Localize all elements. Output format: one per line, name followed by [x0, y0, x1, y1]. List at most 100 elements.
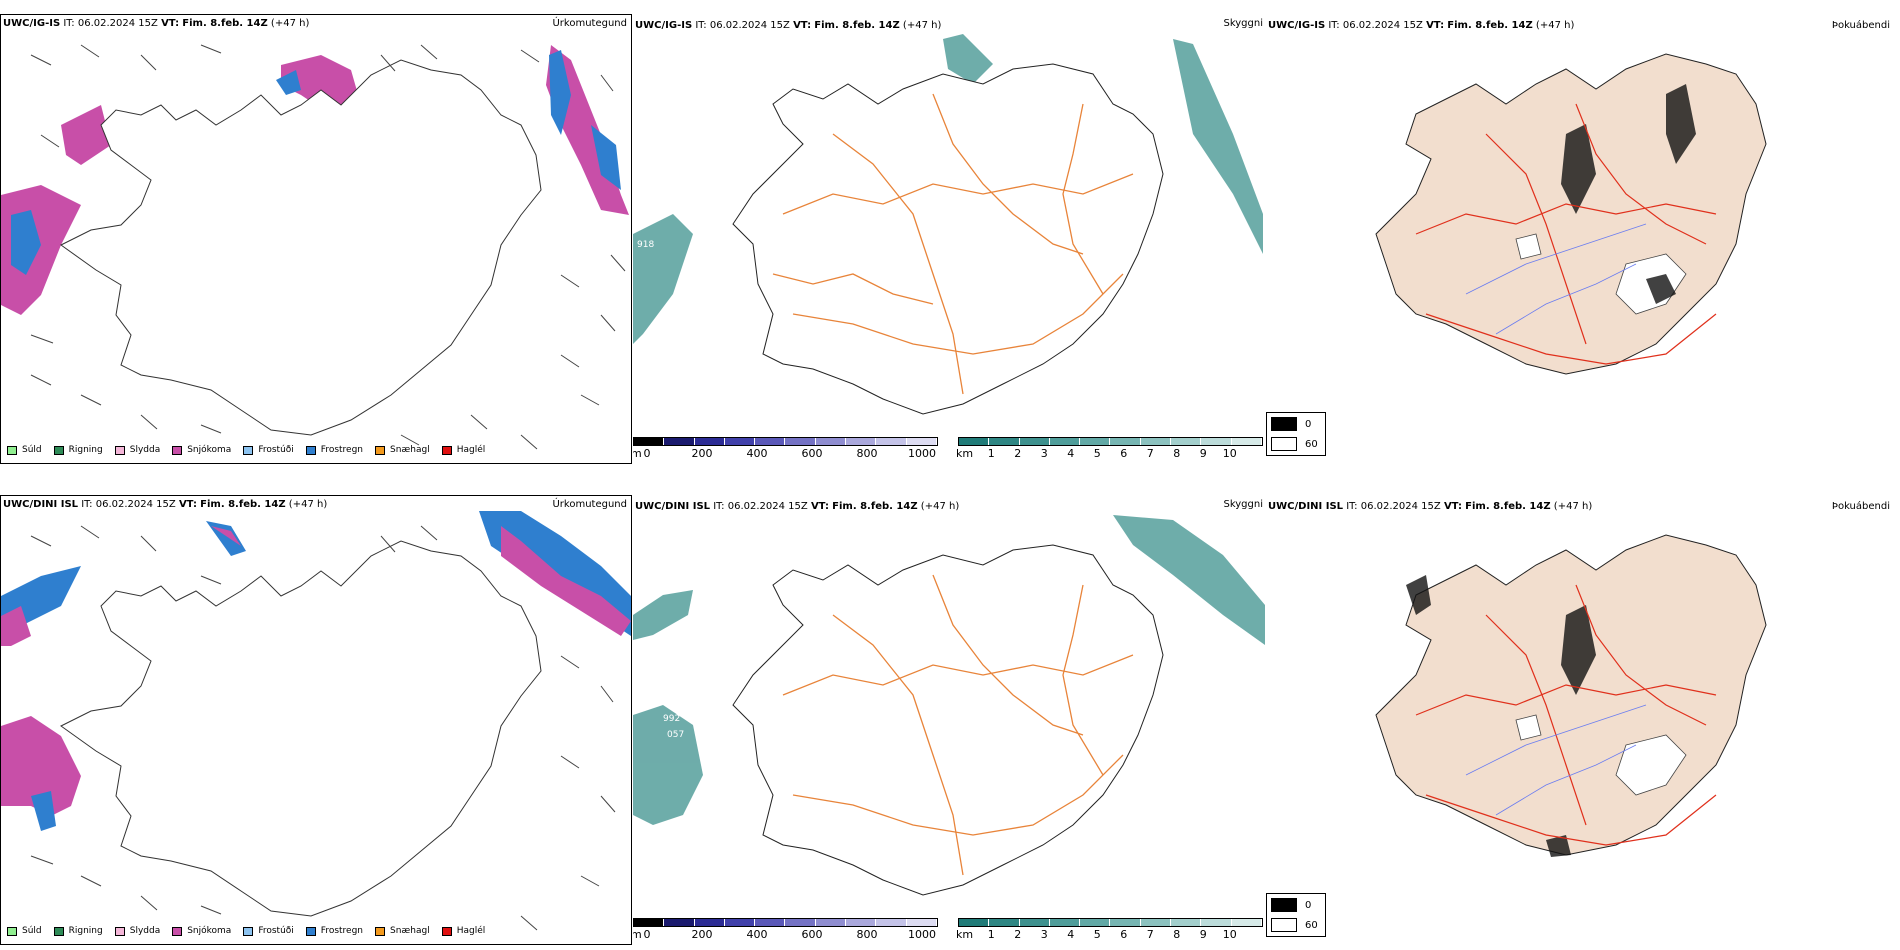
colorbar-tick: 10: [1222, 447, 1237, 460]
it-label: IT:: [1346, 501, 1358, 512]
colorbar-tick: 7: [1146, 928, 1154, 941]
vt-label: VT:: [178, 499, 197, 510]
legend-swatch: [114, 445, 125, 455]
colorbar-tick: 4: [1067, 447, 1075, 460]
it-value: 06.02.2024 15Z: [1342, 20, 1423, 31]
lead-time: (+47 h): [920, 501, 960, 512]
colorbar-tick: 1: [987, 447, 995, 460]
precip-legend-row1: Súld Rigning Slydda Snjókoma Frostúði Frostre…: [7, 445, 497, 455]
colorbar-cell: [755, 919, 786, 926]
vt-value: Fim. 8.feb. 14Z: [814, 20, 900, 31]
legend-swatch: [114, 926, 125, 936]
model-name: UWC/DINI ISL: [1268, 501, 1344, 512]
fog-legend-item: 60: [1271, 437, 1318, 451]
legend-label: Snæhagl: [390, 926, 430, 936]
colorbar-cell: [1201, 438, 1232, 445]
legend-swatch: [441, 445, 452, 455]
colorbar-cells: [958, 918, 1263, 927]
colorbar-tick: 6: [1120, 928, 1128, 941]
precip-map-row1: [1, 44, 629, 450]
legend-swatch: [53, 926, 64, 936]
precip-blobs: [1, 45, 629, 315]
map-label: 918: [637, 240, 654, 250]
colorbar-tick: 4: [1067, 928, 1075, 941]
colorbar-cell: [1049, 919, 1081, 926]
panel-title-precip: Úrkomutegund: [552, 18, 627, 29]
map-label: 992: [663, 714, 680, 724]
legend-swatch: [305, 445, 316, 455]
legend-swatch: [375, 445, 386, 455]
legend-label: Súld: [22, 445, 42, 455]
colorbar-cell: [634, 919, 665, 926]
model-name: UWC/IG-IS: [635, 20, 693, 31]
legend-item: Súld: [7, 445, 42, 455]
panel-title-cloud: Skyggni: [1223, 499, 1263, 510]
colorbar-tick: 2: [1014, 928, 1022, 941]
colorbar-tick: 8: [1173, 928, 1181, 941]
it-label: IT:: [695, 20, 707, 31]
colorbar-cell: [815, 438, 847, 445]
iceland-outline: [60, 59, 542, 436]
colorbar-cell: [1231, 919, 1262, 926]
legend-item: Haglél: [441, 926, 485, 936]
legend-swatch: [243, 926, 254, 936]
colorbar-tick: 800: [856, 928, 878, 941]
map-label: 057: [667, 730, 684, 740]
colorbar-unit: m: [633, 447, 642, 460]
legend-swatch: [7, 445, 17, 455]
vt-label: VT:: [793, 20, 812, 31]
colorbar-cell: [785, 438, 816, 445]
legend-label: Snjókoma: [187, 445, 232, 455]
colorbar-cell: [634, 438, 665, 445]
precip-type-panel-row2: UWC/DINI ISL IT: 06.02.2024 15Z VT: Fim.…: [0, 495, 632, 945]
header-row1-fog: UWC/IG-IS IT: 06.02.2024 15Z VT: Fim. 8.…: [1268, 20, 1574, 32]
legend-label: Slydda: [129, 926, 161, 936]
vt-label: VT:: [1443, 501, 1462, 512]
header-row2-precip: UWC/DINI ISL IT: 06.02.2024 15Z VT: Fim.…: [3, 499, 327, 511]
colorbar-cell: [1171, 919, 1202, 926]
panel-title-fog: Þokuábendi: [1831, 501, 1890, 512]
colorbar-tick: 400: [746, 928, 768, 941]
legend-label: Rigning: [68, 926, 103, 936]
header-row2-fog: UWC/DINI ISL IT: 06.02.2024 15Z VT: Fim.…: [1268, 501, 1592, 513]
legend-label: Frostregn: [320, 445, 364, 455]
lead-time: (+47 h): [1535, 20, 1575, 31]
legend-label: Rigning: [68, 445, 103, 455]
fog-legend-item: 0: [1271, 898, 1311, 912]
map-label: 60: [647, 202, 659, 212]
precip-map-row2: [1, 511, 631, 931]
cloud-map-row2: 992 057: [633, 515, 1265, 896]
fog-map-row2: [1375, 534, 1767, 857]
colorbar-cell: [1231, 438, 1262, 445]
legend-item: Rigning: [53, 926, 103, 936]
colorbar-tick: 600: [801, 447, 823, 460]
legend-item: Frostúði: [243, 445, 294, 455]
vt-label: VT:: [161, 18, 180, 29]
legend-item: Rigning: [53, 445, 103, 455]
fog-legend-swatch: [1271, 898, 1297, 912]
legend-label: Snjókoma: [187, 926, 232, 936]
colorbar-cell: [694, 438, 725, 445]
colorbar-tick: 5: [1093, 447, 1101, 460]
legend-item: Snjókoma: [172, 445, 231, 455]
legend-label: Frostúði: [258, 926, 294, 936]
model-name: UWC/IG-IS: [1268, 20, 1326, 31]
it-label: IT:: [81, 499, 93, 510]
legend-item: Snæhagl: [375, 926, 430, 936]
colorbar-tick: 3: [1040, 928, 1048, 941]
colorbar-tick: 2: [1014, 447, 1022, 460]
lead-time: (+47 h): [902, 20, 942, 31]
colorbar-cell: [724, 919, 756, 926]
legend-label: Frostúði: [258, 445, 294, 455]
lead-time: (+47 h): [1553, 501, 1593, 512]
colorbar-cell: [1080, 438, 1111, 445]
cloud-base-colorbar-row2: m 0 200 400 600 800 1000: [633, 918, 938, 942]
model-name: UWC/DINI ISL: [635, 501, 711, 512]
legend-item: Súld: [7, 926, 42, 936]
fog-legend-label: 0: [1305, 899, 1312, 911]
legend-item: Frostregn: [305, 926, 363, 936]
colorbar-tick: 6: [1120, 447, 1128, 460]
fog-legend-swatch: [1271, 918, 1297, 932]
legend-item: Slydda: [114, 445, 160, 455]
it-label: IT:: [713, 501, 725, 512]
